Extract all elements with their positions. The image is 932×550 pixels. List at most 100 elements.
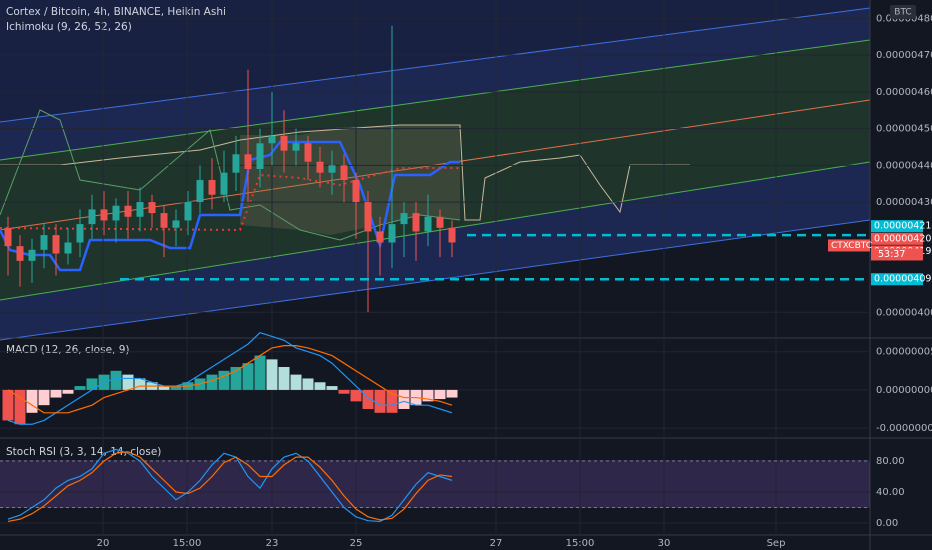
candle-body bbox=[304, 143, 312, 162]
candle-body bbox=[376, 231, 384, 243]
price-label-box bbox=[871, 232, 923, 245]
channel-mid bbox=[0, 40, 870, 300]
stoch-band bbox=[0, 460, 870, 508]
y-tick-label: 0.00000400 bbox=[876, 307, 932, 318]
x-tick-label: 15:00 bbox=[566, 538, 595, 549]
candle-body bbox=[124, 205, 132, 217]
candle-body bbox=[208, 180, 216, 195]
histogram-bar bbox=[446, 389, 458, 398]
x-tick-label: 30 bbox=[658, 538, 671, 549]
candle-body bbox=[184, 202, 192, 221]
candle-body bbox=[424, 216, 432, 232]
histogram-bar bbox=[278, 367, 290, 390]
x-tick-label: 20 bbox=[97, 538, 110, 549]
candle-body bbox=[328, 165, 336, 173]
channel-line bbox=[0, 161, 871, 301]
histogram-bar bbox=[86, 378, 98, 390]
histogram-bar bbox=[218, 370, 230, 390]
histogram-bar bbox=[170, 386, 182, 390]
y-tick-label: 40.00 bbox=[876, 487, 905, 498]
y-tick-label: 0.00000430 bbox=[876, 197, 932, 208]
histogram-bar bbox=[350, 389, 362, 402]
kijun-line bbox=[0, 140, 460, 272]
histogram-bar bbox=[386, 389, 398, 413]
histogram-bar bbox=[374, 389, 386, 413]
macd-line bbox=[7, 345, 453, 414]
histogram-bar bbox=[434, 389, 446, 400]
x-tick-label: 15:00 bbox=[173, 538, 202, 549]
price-label-box bbox=[871, 273, 923, 286]
x-tick-label: Sep bbox=[767, 538, 786, 549]
candle-body bbox=[112, 205, 120, 221]
candle-body bbox=[4, 227, 12, 247]
channel-upper bbox=[0, 8, 870, 160]
candle-body bbox=[412, 213, 420, 232]
candle-body bbox=[148, 202, 156, 214]
candle-body bbox=[316, 161, 324, 173]
candle-body bbox=[292, 143, 300, 151]
histogram-bar bbox=[362, 389, 374, 409]
y-tick-label: 0.00000470 bbox=[876, 50, 932, 61]
y-tick-label: 0.00 bbox=[876, 518, 898, 529]
candle-body bbox=[100, 209, 108, 221]
candle-body bbox=[364, 202, 372, 232]
histogram-bar bbox=[26, 389, 38, 413]
indicator-label: MACD (12, 26, close, 9) bbox=[6, 344, 129, 356]
channel-line bbox=[0, 39, 871, 161]
histogram-bar bbox=[302, 378, 314, 390]
histogram-bar bbox=[314, 382, 326, 390]
x-tick-label: 27 bbox=[490, 538, 503, 549]
candle-body bbox=[196, 180, 204, 203]
candle-body bbox=[172, 220, 180, 228]
macd-line bbox=[7, 331, 453, 425]
indicator-label: Ichimoku (9, 26, 52, 26) bbox=[6, 21, 132, 33]
y-tick-label: 0.00000450 bbox=[876, 124, 932, 135]
stoch-line bbox=[7, 451, 453, 523]
candle-body bbox=[448, 227, 456, 243]
histogram-bar bbox=[158, 386, 170, 390]
candle-body bbox=[76, 224, 84, 243]
candle-body bbox=[280, 135, 288, 151]
countdown: 53:37 bbox=[878, 249, 905, 260]
chart-title: Cortex / Bitcoin, 4h, BINANCE, Heikin As… bbox=[6, 6, 226, 18]
histogram-bar bbox=[206, 374, 218, 390]
histogram-bar bbox=[14, 389, 26, 425]
symbol-box bbox=[828, 239, 870, 252]
histogram-bar bbox=[398, 389, 410, 409]
candle-body bbox=[16, 246, 24, 261]
candle-body bbox=[232, 154, 240, 173]
candle-body bbox=[160, 213, 168, 228]
candle-body bbox=[220, 172, 228, 195]
candle-body bbox=[400, 213, 408, 225]
symbol: CTXCBTC bbox=[831, 241, 872, 251]
price-label: 0.00000421 bbox=[874, 221, 931, 232]
candle-body bbox=[52, 235, 60, 254]
currency-badge[interactable] bbox=[890, 5, 916, 19]
y-tick-label: 0.00000460 bbox=[876, 87, 932, 98]
histogram-bar bbox=[50, 389, 62, 398]
candle-body bbox=[88, 209, 96, 225]
candle-body bbox=[352, 180, 360, 203]
histogram-bar bbox=[242, 363, 254, 390]
candle-body bbox=[40, 235, 48, 250]
candle-body bbox=[436, 216, 444, 228]
candle-body bbox=[28, 249, 36, 261]
histogram-bar bbox=[422, 389, 434, 402]
histogram-bar bbox=[290, 374, 302, 390]
y-tick-label: 0.00000440 bbox=[876, 160, 932, 171]
histogram-bar bbox=[326, 386, 338, 390]
x-tick-label: 23 bbox=[266, 538, 279, 549]
histogram-bar bbox=[230, 367, 242, 390]
channel-lower bbox=[0, 162, 870, 340]
histogram-bar bbox=[122, 374, 134, 390]
stoch-line bbox=[7, 448, 453, 523]
candle-body bbox=[244, 154, 252, 169]
histogram-bar bbox=[134, 378, 146, 390]
y-tick-label: -0.00000005 bbox=[876, 423, 932, 434]
candle-body bbox=[136, 202, 144, 217]
y-tick-label: 80.00 bbox=[876, 456, 905, 467]
candle-body bbox=[340, 165, 348, 181]
x-tick-label: 25 bbox=[350, 538, 363, 549]
